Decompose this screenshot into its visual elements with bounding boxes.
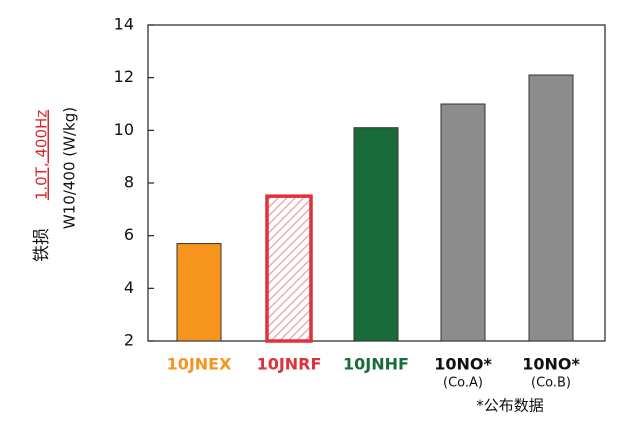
y-tick-label: 12: [114, 67, 134, 86]
y-label-main: 铁损: [32, 228, 52, 262]
x-tick-note: (Co.A): [443, 376, 483, 391]
x-tick-label: 10NO*: [522, 355, 580, 374]
y-tick-label: 10: [114, 120, 134, 139]
x-tick-note: (Co.B): [531, 376, 571, 391]
y-tick-label: 14: [114, 15, 134, 34]
y-label-condition: 1.0T, 400Hz: [33, 110, 51, 200]
bar: [528, 74, 574, 342]
y-tick-label: 4: [124, 278, 134, 297]
y-tick-label: 2: [124, 331, 134, 350]
bar: [440, 103, 486, 342]
y-label-unit: W10/400 (W/kg): [61, 107, 79, 229]
footnote: *公布数据: [476, 397, 544, 415]
x-tick-label: 10JNEX: [167, 355, 233, 374]
bar: [265, 194, 313, 343]
y-tick-label: 8: [124, 173, 134, 192]
x-tick-label: 10NO*: [434, 355, 492, 374]
x-tick-label: 10JNHF: [343, 355, 409, 374]
x-tick-label: 10JNRF: [257, 355, 322, 374]
bar: [176, 243, 222, 342]
y-tick-label: 6: [124, 225, 134, 244]
bar: [353, 127, 399, 342]
